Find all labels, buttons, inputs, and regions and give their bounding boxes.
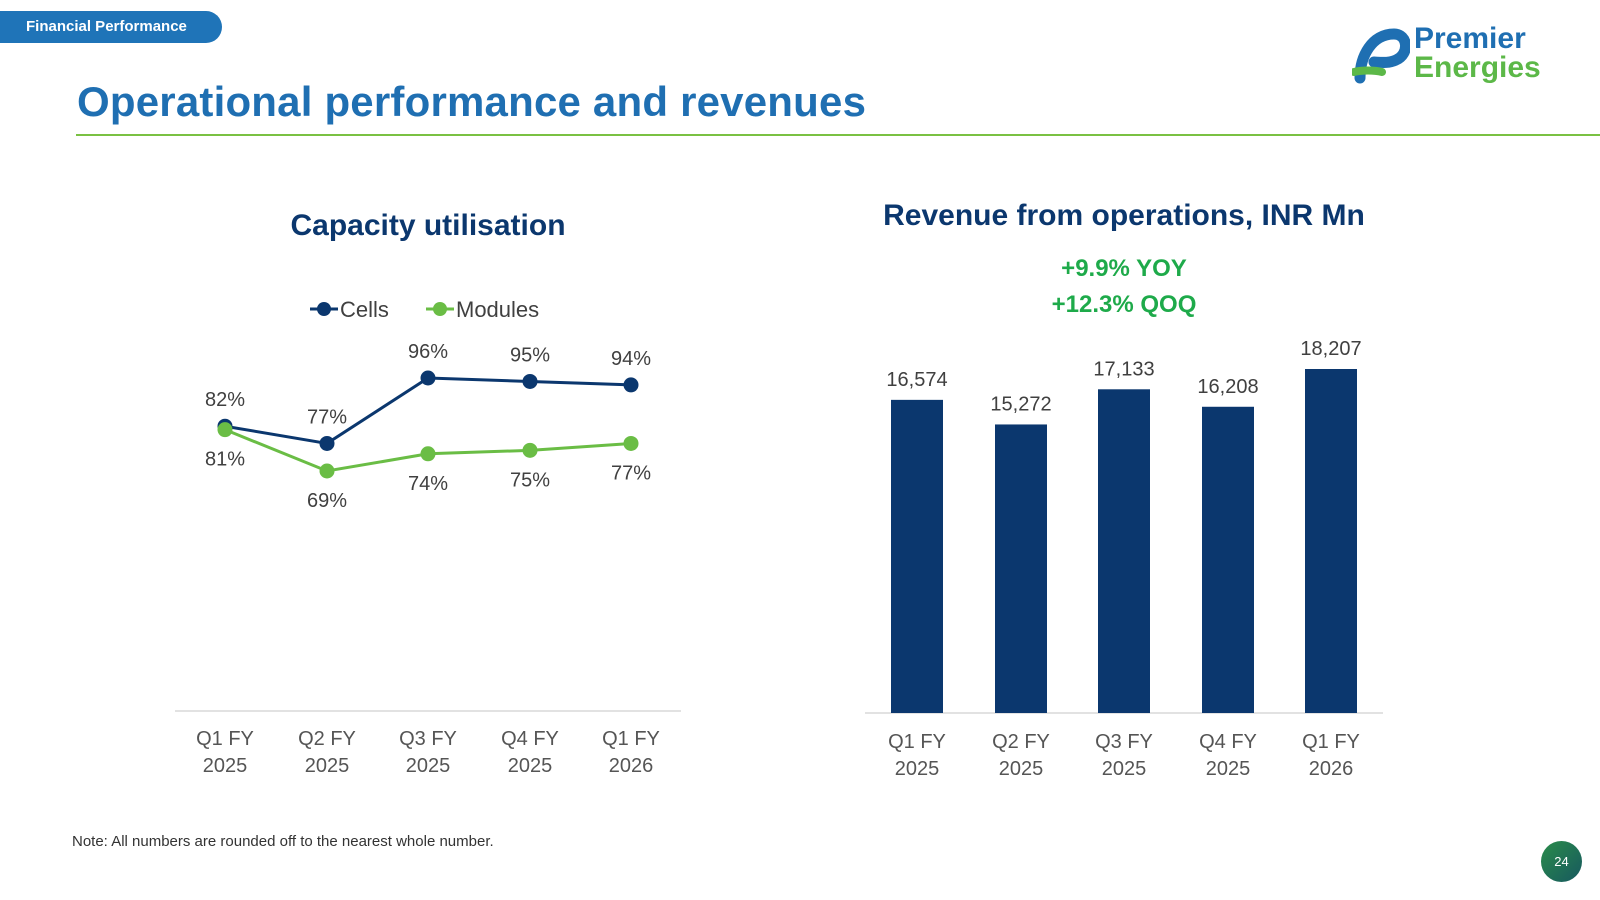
series-line-cells <box>224 376 632 446</box>
bar-chart-x-tick-line1: Q1 FY <box>888 731 946 753</box>
bar-chart-x-tick-line2: 2025 <box>1206 758 1251 780</box>
bar-chart-x-tick-line2: 2025 <box>1102 758 1147 780</box>
logo-line-1: Premier <box>1414 22 1526 55</box>
line-chart-x-tick-line2: 2025 <box>406 755 451 777</box>
line-chart-x-tick-line1: Q3 FY <box>399 728 457 750</box>
revenue-bar-label: 17,133 <box>1093 358 1154 380</box>
premier-energies-logo: Premier Energies <box>1352 22 1572 88</box>
line-chart-x-tick-line2: 2025 <box>203 755 248 777</box>
data-label-cells: 77% <box>307 406 347 428</box>
section-tag: Financial Performance <box>0 11 222 43</box>
revenue-bar-label: 18,207 <box>1300 338 1361 360</box>
revenue-bar-label: 16,574 <box>886 369 947 391</box>
revenue-bar <box>1202 406 1254 713</box>
legend-marker-modules <box>433 302 447 316</box>
capacity-utilisation-chart: Capacity utilisation Cells Modules Q1 FY 202… <box>175 209 681 777</box>
data-point-cells <box>319 435 335 451</box>
legend-label-cells: Cells <box>340 297 389 322</box>
line-chart-x-tick-line2: 2026 <box>609 755 654 777</box>
line-chart-title: Capacity utilisation <box>290 209 565 242</box>
data-label-cells: 95% <box>510 344 550 366</box>
logo-mark-icon <box>1352 28 1410 84</box>
bar-chart-title: Revenue from operations, INR Mn <box>883 199 1365 232</box>
data-label-modules: 74% <box>408 473 448 495</box>
bar-chart-x-tick-line1: Q4 FY <box>1199 731 1257 753</box>
data-label-cells: 94% <box>611 348 651 370</box>
data-point-modules <box>319 463 335 479</box>
revenue-bar <box>995 424 1047 713</box>
page-title: Operational performance and revenues <box>77 78 867 125</box>
revenue-bar <box>1305 369 1357 713</box>
revenue-bar <box>1098 389 1150 713</box>
data-point-cells <box>420 370 436 386</box>
yoy-growth-annotation: +9.9% YOY <box>1061 255 1187 282</box>
legend-label-modules: Modules <box>456 297 539 322</box>
bar-chart-x-tick-line1: Q1 FY <box>1302 731 1360 753</box>
data-point-cells <box>522 373 538 389</box>
line-chart-x-tick-line1: Q1 FY <box>196 728 254 750</box>
page-number: 24 <box>1541 841 1582 882</box>
data-point-modules <box>420 446 436 462</box>
revenue-chart: Revenue from operations, INR Mn +9.9% YOY… <box>865 199 1383 780</box>
data-label-modules: 75% <box>510 469 550 491</box>
data-label-modules: 77% <box>611 462 651 484</box>
line-chart-x-tick-line1: Q4 FY <box>501 728 559 750</box>
logo-line-2: Energies <box>1414 51 1541 84</box>
revenue-bar-label: 15,272 <box>990 393 1051 415</box>
bar-chart-x-tick-line2: 2025 <box>895 758 940 780</box>
logo-wordmark: Premier Energies <box>1414 22 1541 84</box>
data-point-modules <box>623 435 639 451</box>
data-point-modules <box>522 442 538 458</box>
title-divider <box>76 134 1600 136</box>
data-point-cells <box>623 377 639 393</box>
qoq-growth-annotation: +12.3% QOQ <box>1052 291 1197 318</box>
bar-chart-x-tick-line1: Q3 FY <box>1095 731 1153 753</box>
bar-chart-x-tick-line2: 2026 <box>1309 758 1354 780</box>
line-chart-x-tick-line1: Q2 FY <box>298 728 356 750</box>
data-label-cells: 82% <box>205 389 245 411</box>
revenue-bar-label: 16,208 <box>1197 376 1258 398</box>
footnote: Note: All numbers are rounded off to the… <box>72 833 494 850</box>
data-label-cells: 96% <box>408 341 448 363</box>
data-label-modules: 69% <box>307 490 347 512</box>
legend-marker-cells <box>317 302 331 316</box>
line-chart-x-tick-line2: 2025 <box>508 755 553 777</box>
data-point-modules <box>217 422 233 438</box>
line-chart-x-tick-line1: Q1 FY <box>602 728 660 750</box>
bar-chart-x-tick-line2: 2025 <box>999 758 1044 780</box>
revenue-bar <box>891 399 943 713</box>
line-chart-x-tick-line2: 2025 <box>305 755 350 777</box>
data-label-modules: 81% <box>205 449 245 471</box>
bar-chart-x-tick-line1: Q2 FY <box>992 731 1050 753</box>
